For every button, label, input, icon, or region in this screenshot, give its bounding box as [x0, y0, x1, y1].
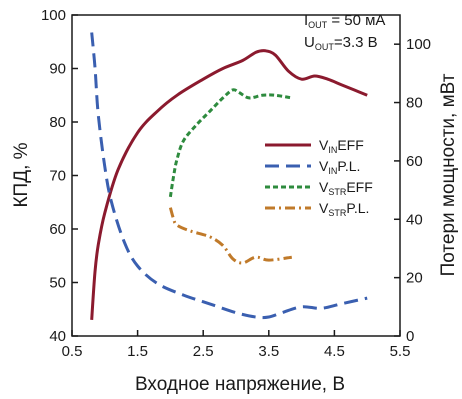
annotation-uout-subscript: OUT [315, 42, 335, 52]
y-right-tick-label: 60 [406, 153, 423, 170]
series-line-4 [168, 207, 293, 265]
y-right-tick-label: 20 [406, 270, 423, 287]
x-tick-label: 2.5 [193, 343, 214, 360]
y-left-tick-label: 80 [49, 114, 66, 131]
y-right-tick-label: 80 [406, 95, 423, 112]
annotation-iout-value: = 50 мА [327, 12, 385, 29]
x-tick-label: 4.5 [324, 343, 345, 360]
x-tick-label: 5.5 [390, 343, 411, 360]
legend-label-1: VINEFF [319, 137, 364, 155]
y-left-tick-label: 50 [49, 275, 66, 292]
x-tick-label: 1.5 [127, 343, 148, 360]
y-right-tick-label: 100 [406, 36, 431, 53]
svg-text:IOUT = 50 мА: IOUT = 50 мА [304, 12, 385, 30]
x-tick-label: 0.5 [62, 343, 83, 360]
y-axis-left-label: КПД, % [11, 142, 32, 207]
y-left-tick-label: 100 [41, 7, 66, 24]
data-series [90, 32, 368, 320]
axis-ticks: 0.5 1.5 2.5 3.5 4.5 5.5 40 50 60 70 80 90 100 0 20 40 60… [41, 7, 431, 360]
series-line-1 [90, 49, 368, 320]
series-line-3 [168, 88, 293, 198]
legend-label-3: VSTREFF [319, 179, 373, 197]
conditions-annotation: IOUT = 50 мА UOUT=3.3 В [304, 12, 385, 52]
y-right-tick-label: 40 [406, 211, 423, 228]
x-tick-label: 3.5 [258, 343, 279, 360]
annotation-uout-value: =3.3 В [334, 34, 378, 51]
annotation-iout-subscript: OUT [308, 20, 328, 30]
legend-label-2: VINP.L. [319, 158, 360, 176]
y-left-tick-label: 60 [49, 221, 66, 238]
legend-label-4: VSTRP.L. [319, 200, 369, 218]
y-right-tick-label: 0 [406, 328, 414, 345]
y-left-tick-label: 40 [49, 328, 66, 345]
svg-text:UOUT=3.3 В: UOUT=3.3 В [304, 34, 378, 52]
y-left-tick-label: 90 [49, 61, 66, 78]
annotation-iout-symbol: I [304, 12, 308, 29]
x-axis-label: Входное напряжение, В [135, 374, 345, 395]
y-axis-right-label: Потери мощности, мВт [438, 73, 459, 276]
y-left-tick-label: 70 [49, 168, 66, 185]
annotation-uout-symbol: U [304, 34, 315, 51]
series-line-2 [90, 32, 368, 320]
legend: VINEFF VINP.L. VSTREFF VSTRP.L. [265, 137, 373, 218]
